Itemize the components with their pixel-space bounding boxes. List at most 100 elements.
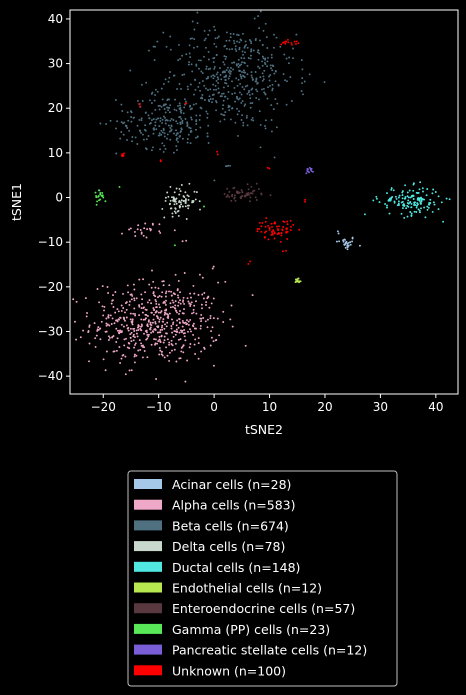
scatter-point [135, 329, 138, 332]
scatter-point [190, 107, 193, 110]
scatter-point [154, 342, 157, 345]
scatter-point [200, 320, 203, 323]
scatter-point [199, 324, 202, 327]
scatter-point [151, 112, 154, 115]
scatter-point [431, 210, 434, 213]
scatter-point [167, 195, 170, 198]
scatter-point [158, 223, 161, 226]
scatter-point [224, 81, 226, 84]
scatter-point [261, 64, 264, 67]
scatter-point [137, 329, 140, 331]
scatter-point [412, 198, 415, 200]
scatter-point [195, 300, 197, 303]
scatter-point [237, 58, 240, 61]
scatter-point [414, 204, 417, 206]
scatter-point [181, 205, 184, 208]
scatter-point [186, 194, 189, 197]
scatter-point [150, 331, 153, 334]
scatter-point [193, 292, 196, 295]
series-6 [223, 182, 272, 203]
scatter-point [175, 134, 178, 137]
scatter-point [207, 33, 210, 36]
scatter-point [154, 124, 157, 127]
scatter-point [264, 119, 267, 122]
scatter-point [263, 231, 266, 234]
scatter-point [154, 298, 157, 301]
scatter-point [235, 77, 238, 80]
scatter-point [292, 223, 295, 226]
scatter-point [88, 324, 91, 327]
scatter-point [101, 191, 104, 194]
scatter-point [346, 242, 349, 245]
scatter-point [144, 124, 147, 127]
scatter-point [85, 315, 88, 318]
scatter-point [240, 101, 243, 104]
scatter-point [177, 214, 180, 217]
scatter-point [96, 288, 99, 290]
scatter-point [292, 57, 295, 60]
scatter-point [290, 225, 292, 228]
scatter-point [191, 201, 194, 204]
scatter-point [258, 110, 261, 113]
scatter-point [183, 308, 185, 311]
scatter-point [293, 40, 296, 43]
scatter-point [249, 97, 252, 100]
scatter-point [176, 132, 179, 135]
scatter-point [274, 222, 277, 225]
scatter-point [268, 167, 271, 170]
scatter-point [152, 318, 155, 321]
scatter-point [137, 349, 140, 352]
scatter-point [179, 201, 182, 204]
scatter-point [295, 33, 298, 36]
scatter-point [215, 73, 218, 76]
scatter-point [408, 189, 411, 192]
scatter-point [175, 139, 178, 141]
y-tick-label: 0 [55, 191, 63, 205]
scatter-point [143, 332, 145, 335]
scatter-point [236, 84, 239, 87]
scatter-point [261, 55, 264, 58]
scatter-point [118, 185, 121, 188]
scatter-point [188, 182, 191, 185]
scatter-point [176, 210, 179, 213]
scatter-point [157, 117, 159, 120]
scatter-point [227, 91, 230, 93]
scatter-point [133, 361, 136, 364]
scatter-point [169, 48, 172, 51]
scatter-point [421, 198, 424, 201]
scatter-point [240, 197, 243, 200]
scatter-point [194, 88, 197, 91]
scatter-point [225, 31, 228, 34]
scatter-point [244, 51, 246, 54]
scatter-point [180, 199, 183, 202]
scatter-point [123, 318, 126, 321]
scatter-point [183, 106, 186, 109]
scatter-point [147, 114, 150, 117]
scatter-point [187, 133, 190, 136]
x-tick-label: 0 [210, 400, 218, 414]
series-5 [294, 277, 302, 284]
scatter-point [120, 357, 123, 360]
scatter-point [171, 212, 174, 215]
scatter-point [163, 339, 166, 342]
scatter-point [164, 292, 167, 295]
scatter-point [190, 296, 192, 299]
scatter-point [212, 265, 215, 268]
scatter-point [434, 191, 437, 193]
scatter-point [190, 116, 193, 119]
legend-label: Enteroendocrine cells (n=57) [172, 601, 355, 616]
scatter-point [138, 339, 141, 342]
scatter-point [151, 222, 154, 225]
plot-frame [69, 9, 459, 395]
scatter-point [231, 80, 233, 83]
legend: Acinar cells (n=28) Alpha cells (n=583) Be… [127, 470, 398, 687]
scatter-point [420, 207, 422, 210]
scatter-point [413, 201, 416, 204]
scatter-point [207, 124, 210, 127]
scatter-point [152, 132, 155, 135]
scatter-point [173, 244, 176, 247]
scatter-point [186, 204, 189, 207]
scatter-point [205, 67, 208, 70]
scatter-point [129, 333, 132, 336]
